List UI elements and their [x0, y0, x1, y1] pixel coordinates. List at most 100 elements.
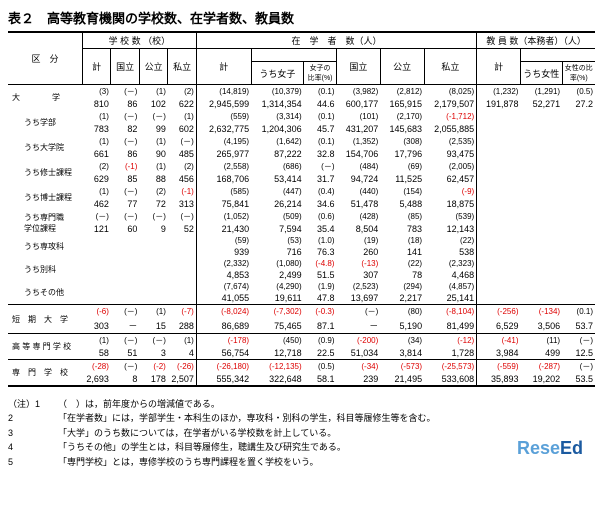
row-label: うちその他 [8, 281, 82, 305]
note-line: 2「在学者数」には，学部学生・本科生のほか，専攻科・別科の学生，科目等履修生等を… [8, 411, 595, 425]
value-cell [520, 148, 562, 160]
value-cell [562, 269, 595, 281]
delta-cell: (-134) [520, 305, 562, 319]
delta-cell: (440) [336, 185, 380, 198]
delta-cell: (－) [111, 135, 139, 148]
value-cell: 76.3 [304, 246, 337, 258]
delta-cell: (2,332) [196, 258, 251, 269]
value-cell: 538 [424, 246, 477, 258]
value-cell: 2,507 [168, 373, 196, 386]
delta-cell: (1) [168, 334, 196, 348]
notes: （注）1（ ）は，前年度からの増減値である。2「在学者数」には，学部学生・本科生… [8, 397, 595, 469]
value-cell: 58 [82, 347, 110, 360]
delta-cell: (1,232) [477, 85, 521, 99]
value-cell: 602 [168, 123, 196, 135]
h-josei-ratio: 女性の比率(%) [562, 62, 595, 85]
delta-cell: (294) [380, 281, 424, 292]
delta-cell: (0.1) [304, 110, 337, 123]
value-cell [477, 269, 521, 281]
value-cell: 21,495 [380, 373, 424, 386]
delta-cell: (0.4) [304, 185, 337, 198]
value-cell [139, 269, 167, 281]
h-uchi-josei: うち女性 [520, 62, 562, 85]
value-cell [111, 246, 139, 258]
value-cell [477, 123, 521, 135]
value-cell [520, 123, 562, 135]
value-cell: 21,430 [196, 223, 251, 235]
value-cell: 3,506 [520, 318, 562, 334]
value-cell: 87.1 [304, 318, 337, 334]
value-cell: 32.8 [304, 148, 337, 160]
value-cell: 35,893 [477, 373, 521, 386]
delta-cell: (-12) [424, 334, 477, 348]
note-key: （注）1 [8, 397, 58, 411]
delta-cell: (34) [380, 334, 424, 348]
delta-cell: (2,323) [424, 258, 477, 269]
value-cell: 939 [196, 246, 251, 258]
delta-cell: (-0.3) [304, 305, 337, 319]
row-label: 高 等 専 門 学 校 [8, 334, 82, 360]
h-schools: 学 校 数 （校） [82, 32, 196, 49]
value-cell: 810 [82, 98, 110, 110]
h-s-nat: 国立 [111, 49, 139, 85]
delta-cell [477, 160, 521, 173]
value-cell: 313 [168, 198, 196, 210]
delta-cell [520, 135, 562, 148]
delta-cell: (-573) [380, 360, 424, 374]
value-cell: 22.5 [304, 347, 337, 360]
row-label: うち別科 [8, 258, 82, 281]
row-label: うち学部 [8, 110, 82, 135]
delta-cell: (450) [251, 334, 304, 348]
value-cell: 12,718 [251, 347, 304, 360]
value-cell: 3 [139, 347, 167, 360]
value-cell [139, 292, 167, 305]
value-cell: 88 [139, 173, 167, 185]
table-title: 表２ 高等教育機関の学校数、在学者数、教員数 [8, 8, 595, 27]
delta-cell: (686) [251, 160, 304, 173]
value-cell: 53.5 [562, 373, 595, 386]
value-cell: 9 [139, 223, 167, 235]
value-cell: 35.4 [304, 223, 337, 235]
delta-cell [520, 258, 562, 269]
delta-cell: (2,170) [380, 110, 424, 123]
delta-cell [82, 258, 110, 269]
delta-cell: (1,052) [196, 210, 251, 223]
value-cell: 81,499 [424, 318, 477, 334]
h-e-priv: 私立 [424, 49, 477, 85]
value-cell: 86,689 [196, 318, 251, 334]
value-cell [477, 292, 521, 305]
value-cell [477, 148, 521, 160]
delta-cell [139, 281, 167, 292]
delta-cell: (10,379) [251, 85, 304, 99]
delta-cell: (-41) [477, 334, 521, 348]
delta-cell: (－) [111, 305, 139, 319]
delta-cell: (－) [168, 135, 196, 148]
delta-cell: (69) [380, 160, 424, 173]
value-cell: 90 [139, 148, 167, 160]
value-cell: 431,207 [336, 123, 380, 135]
value-cell: 499 [520, 347, 562, 360]
delta-cell: (－) [111, 334, 139, 348]
value-cell: 1,728 [424, 347, 477, 360]
stats-table: 区 分 学 校 数 （校） 在 学 者 数（人） 教 員 数（本務者）（人） 計… [8, 31, 595, 387]
note-text: （ ）は，前年度からの増減値である。 [58, 397, 220, 411]
delta-cell: (53) [251, 235, 304, 246]
delta-cell: (-1) [111, 160, 139, 173]
row-label: うち専攻科 [8, 235, 82, 258]
h-t-total: 計 [477, 49, 521, 85]
note-key: 4 [8, 440, 58, 454]
h-e-nat: 国立 [336, 49, 380, 85]
value-cell: 47.8 [304, 292, 337, 305]
delta-cell: (2,558) [196, 160, 251, 173]
h-uchi-joshi: うち女子 [251, 62, 304, 85]
delta-cell: (1) [139, 160, 167, 173]
delta-cell: (0.5) [304, 360, 337, 374]
delta-cell [520, 185, 562, 198]
delta-cell [562, 258, 595, 269]
value-cell: 62,457 [424, 173, 477, 185]
value-cell: 51,034 [336, 347, 380, 360]
delta-cell: (1) [82, 110, 110, 123]
value-cell: 75,465 [251, 318, 304, 334]
delta-cell [477, 185, 521, 198]
value-cell: 622 [168, 98, 196, 110]
